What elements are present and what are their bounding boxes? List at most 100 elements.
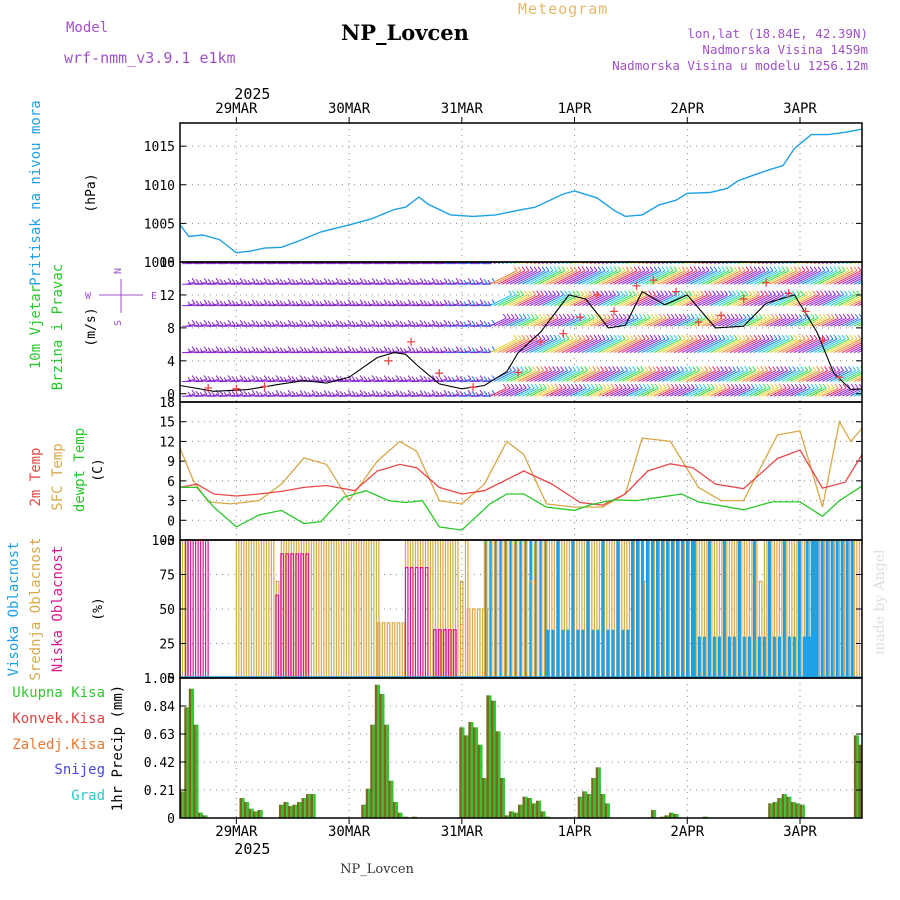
wind-barb	[665, 317, 683, 327]
wind-axis-title-2: Brzina i Pravac	[50, 264, 66, 390]
wind-barb-flag	[299, 277, 304, 283]
cloud-bar-mid	[325, 540, 330, 678]
precip-bar-total	[200, 812, 203, 818]
wind-barb-flag	[756, 366, 760, 371]
wind-barb-flag	[818, 383, 823, 389]
cloud-bar-high	[812, 540, 816, 678]
wind-barb-flag	[744, 290, 748, 296]
wind-barb-flag	[788, 366, 792, 371]
wind-barb	[525, 370, 548, 382]
wind-barb	[633, 387, 651, 397]
wind-barb	[561, 370, 584, 382]
wind-barb-flag	[471, 278, 476, 284]
wind-barb	[637, 317, 655, 327]
wind-barb-flag	[602, 313, 607, 319]
wind-barb-flag	[580, 366, 584, 371]
wind-barb	[657, 370, 680, 382]
wind-barb-flag	[591, 252, 594, 256]
wind-barb-flag	[315, 390, 320, 396]
wind-barb-flag	[359, 277, 364, 283]
compass-w: W	[85, 291, 92, 302]
wind-barb-flag	[534, 383, 539, 389]
wind-barb	[625, 387, 643, 397]
wind-barb	[185, 303, 196, 307]
wind-barb-flag	[529, 266, 534, 272]
wind-barb-flag	[215, 319, 220, 325]
wind-barb	[717, 317, 735, 327]
cloud-bar-low	[404, 567, 409, 678]
precip-bar-total	[779, 798, 783, 818]
wind-barb	[545, 338, 574, 354]
cloud-bar-high	[626, 629, 630, 678]
wind-barb-flag	[725, 266, 730, 272]
wind-barb-flag	[723, 252, 726, 256]
y-tick-label: 1.05	[144, 672, 175, 687]
cloud-bar-mid	[360, 540, 365, 678]
wind-barb-flag	[630, 313, 635, 319]
wind-barb	[801, 338, 830, 354]
cloud-bar-mid	[493, 540, 498, 678]
wind-barb-flag	[798, 313, 803, 319]
cloud-bar-high	[690, 540, 694, 678]
wind-barb-flag	[736, 290, 740, 296]
wind-barb-flag	[339, 278, 344, 284]
cloud-bar-high	[635, 540, 639, 678]
y-tick-label: 15	[159, 416, 175, 431]
wind-barb	[257, 303, 268, 307]
wind-barb	[689, 270, 718, 285]
precip-bars	[180, 684, 862, 818]
wind-barb-flag	[522, 313, 527, 319]
wind-barb-flag	[667, 252, 670, 256]
wind-barb	[593, 387, 611, 397]
wind-barb	[257, 378, 268, 382]
cloud-bar-low	[305, 553, 309, 678]
wind-barb-flag	[560, 290, 564, 296]
wind-barb	[513, 294, 536, 307]
wind-barb-flag	[669, 266, 674, 272]
wind-barb-flag	[510, 313, 515, 319]
wind-barb-flag	[532, 290, 536, 296]
wind-barb	[785, 338, 814, 354]
wind-barb	[701, 370, 724, 382]
wind-barb-flag	[483, 347, 488, 352]
wind-barb-flag	[219, 347, 224, 352]
wind-barb-flag	[467, 277, 472, 283]
precip-bar-total	[251, 808, 254, 818]
wind-barb-flag	[808, 290, 812, 296]
wind-barb	[557, 317, 575, 327]
wind-barb-flag	[544, 366, 548, 371]
wind-barb	[505, 294, 528, 307]
wind-barb	[777, 387, 795, 397]
wind-barb	[801, 370, 824, 382]
precip-bar-conv	[786, 796, 789, 818]
cloud-bar-mid	[793, 540, 798, 678]
wind-barb-flag	[649, 334, 654, 340]
cloud-axis-title-mid: Srednja Oblacnost	[28, 537, 44, 680]
wind-barb-flag	[545, 266, 550, 272]
wind-barb-flag	[303, 300, 308, 305]
precip-legend-0: Ukupna Kisa	[12, 685, 105, 701]
wind-barb-flag	[275, 346, 280, 351]
precip-bar-conv	[370, 724, 373, 818]
wind-barb	[677, 294, 700, 307]
wind-barb-flag	[553, 266, 558, 272]
wind-barb-flag	[618, 313, 623, 319]
wind-barb	[705, 294, 728, 307]
wind-barb-flag	[616, 366, 620, 371]
wind-barb	[685, 294, 708, 307]
wind-barb-flag	[706, 313, 711, 319]
cloud-bar-low	[438, 629, 442, 678]
wind-barb	[765, 338, 794, 354]
wind-barb	[233, 350, 244, 354]
wind-barb-flag	[635, 252, 638, 256]
wind-barb	[697, 317, 715, 327]
wind-barb	[489, 294, 512, 307]
wind-barb	[185, 323, 196, 327]
wind-barb	[845, 317, 862, 327]
precip-bar-total	[386, 724, 389, 818]
wind-barb-flag	[832, 366, 836, 371]
wind-barb-flag	[267, 376, 272, 381]
wind-barb-flag	[777, 334, 782, 340]
wind-barb	[689, 294, 712, 307]
cloud-bar-mid	[250, 540, 255, 678]
